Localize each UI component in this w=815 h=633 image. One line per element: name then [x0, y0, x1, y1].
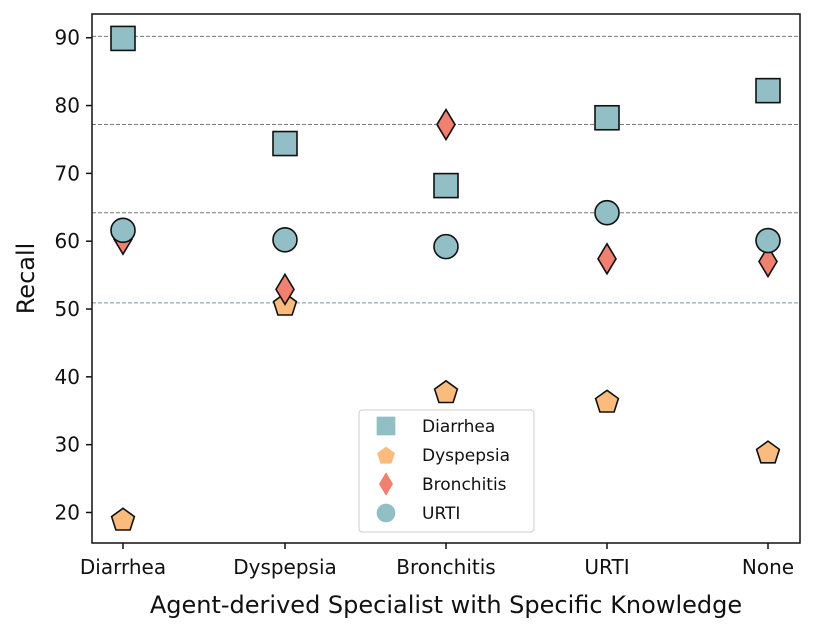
y-tick-label-7: 90 [55, 26, 80, 50]
point-urti-urti [594, 199, 620, 226]
legend-label-bronchitis: Bronchitis [422, 475, 507, 495]
point-dyspepsia-bronchitis [433, 379, 459, 404]
point-dyspepsia-diarrhea [110, 507, 136, 531]
y-tick-label-3: 50 [55, 297, 80, 321]
point-bronchitis-bronchitis [436, 107, 456, 142]
point-diarrhea-bronchitis [433, 172, 459, 199]
x-tick-label-0: Diarrhea [80, 555, 166, 579]
point-urti-diarrhea [110, 217, 136, 244]
reference-lines [92, 35, 800, 304]
legend: Diarrhea Dyspepsia Bronchitis URTI [358, 409, 535, 533]
y-tick-label-5: 70 [55, 161, 80, 185]
legend-marker-diarrhea [376, 416, 396, 436]
y-tick-label-2: 40 [55, 365, 80, 389]
point-dyspepsia-none [755, 440, 781, 464]
point-bronchitis-urti [597, 242, 617, 276]
legend-marker-bronchitis [378, 472, 394, 496]
point-bronchitis-none [758, 244, 778, 279]
point-diarrhea-dyspepsia [272, 130, 298, 157]
legend-label-diarrhea: Diarrhea [422, 417, 495, 437]
y-tick-label-6: 80 [55, 94, 80, 118]
point-dyspepsia-urti [594, 389, 620, 413]
y-tick-label-4: 60 [55, 229, 80, 253]
legend-label-dyspepsia: Dyspepsia [422, 446, 510, 466]
y-tick-label-1: 30 [55, 433, 80, 457]
legend-marker-urti [376, 503, 396, 523]
point-diarrhea-diarrhea [110, 25, 136, 52]
x-axis-label: Agent-derived Specialist with Specific K… [150, 591, 742, 619]
point-diarrhea-urti [594, 104, 620, 131]
data-points [110, 25, 781, 531]
point-diarrhea-none [755, 77, 781, 104]
x-tick-label-3: URTI [584, 555, 629, 579]
point-urti-dyspepsia [272, 227, 298, 253]
x-tick-label-4: None [742, 555, 794, 579]
legend-label-urti: URTI [422, 504, 460, 524]
y-axis-label: Recall [12, 243, 40, 315]
point-bronchitis-dyspepsia [275, 272, 295, 306]
point-urti-none [755, 227, 781, 254]
x-tick-label-1: Dyspepsia [233, 555, 337, 579]
axis-ticks: 20 30 40 50 60 70 80 90 Diarrhea Dyspepsia Bronchi… [55, 26, 795, 579]
legend-box [358, 409, 535, 533]
point-urti-bronchitis [433, 233, 459, 260]
x-tick-label-2: Bronchitis [396, 555, 495, 579]
y-tick-label-0: 20 [55, 500, 80, 524]
legend-marker-dyspepsia [377, 446, 395, 464]
